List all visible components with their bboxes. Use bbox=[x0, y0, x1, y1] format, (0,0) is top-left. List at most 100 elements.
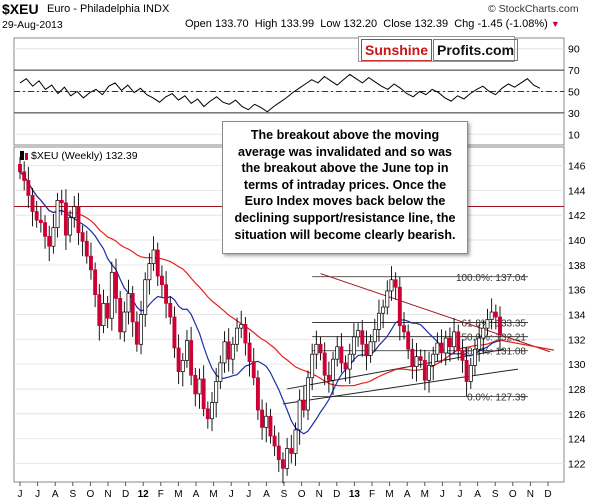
open-value: 133.70 bbox=[214, 18, 249, 30]
date: 29-Aug-2013 bbox=[2, 19, 63, 31]
price-tick-label: 128 bbox=[568, 384, 586, 396]
candle-body bbox=[189, 340, 194, 376]
candle-body bbox=[460, 350, 465, 361]
candle-body bbox=[30, 195, 35, 212]
candle-body bbox=[410, 348, 415, 367]
rsi-tick-label: 90 bbox=[568, 44, 580, 56]
x-month-label: A bbox=[404, 489, 411, 500]
candle-body bbox=[134, 321, 139, 345]
candle-body bbox=[385, 290, 390, 308]
candle-body bbox=[214, 381, 219, 403]
x-month-label: A bbox=[52, 489, 59, 500]
candle-body bbox=[498, 316, 502, 335]
rsi-tick-label: 30 bbox=[568, 108, 580, 120]
candle-body bbox=[201, 378, 206, 410]
price-tick-label: 132 bbox=[568, 334, 586, 346]
x-month-label: M bbox=[209, 489, 217, 500]
x-month-label: A bbox=[474, 489, 481, 500]
candle-body bbox=[22, 171, 27, 181]
candle-body bbox=[84, 240, 89, 257]
candle-body bbox=[93, 269, 98, 295]
candle-body bbox=[172, 316, 177, 349]
x-month-label: N bbox=[104, 489, 111, 500]
candle-body bbox=[331, 358, 335, 381]
candle-body bbox=[289, 448, 294, 454]
x-month-label: N bbox=[316, 489, 323, 500]
candle-body bbox=[406, 331, 411, 350]
candle-body bbox=[43, 222, 47, 237]
price-tick-label: 140 bbox=[568, 235, 586, 247]
candle-body bbox=[402, 325, 406, 333]
candle-body bbox=[343, 362, 348, 370]
fibonacci-label: 38.2%: 131.08 bbox=[462, 347, 527, 358]
candle-body bbox=[97, 294, 102, 327]
candle-body bbox=[493, 311, 498, 318]
candle-body bbox=[26, 180, 31, 196]
candle-body bbox=[118, 298, 123, 333]
candle-body bbox=[297, 399, 302, 431]
candle-body bbox=[360, 330, 365, 345]
x-month-label: S bbox=[281, 489, 288, 500]
candle-body bbox=[481, 327, 486, 339]
candle-body bbox=[185, 340, 189, 361]
candle-body bbox=[431, 353, 436, 366]
ohlc-readout: Open 133.70 High 133.99 Low 132.20 Close… bbox=[185, 18, 560, 30]
candle-body bbox=[468, 365, 473, 382]
candle-body bbox=[389, 279, 394, 292]
fibonacci-label: 50.0%: 132.21 bbox=[462, 333, 527, 344]
declining-resistance-line bbox=[320, 273, 551, 353]
candle-body bbox=[155, 249, 160, 277]
candle-body bbox=[210, 402, 214, 420]
x-month-label: J bbox=[246, 489, 251, 500]
close-value: 132.39 bbox=[414, 18, 449, 30]
candle-body bbox=[230, 343, 235, 360]
candle-body bbox=[176, 347, 181, 372]
x-month-label: A bbox=[193, 489, 200, 500]
candle-body bbox=[38, 219, 43, 224]
candle-body bbox=[164, 284, 169, 304]
logo-part-profits: Profits.com bbox=[433, 39, 519, 61]
price-tick-labels: 122 124 126 128 130 132 134 136 138 140 142 144 146 bbox=[568, 161, 586, 471]
low-value: 132.20 bbox=[343, 18, 378, 30]
rsi-tick-label: 50 bbox=[568, 87, 580, 99]
x-month-label: J bbox=[18, 489, 23, 500]
candle-body bbox=[477, 337, 482, 350]
candle-body bbox=[180, 360, 185, 372]
candle-body bbox=[68, 217, 73, 236]
candle-body bbox=[393, 279, 398, 288]
candle-body bbox=[126, 293, 131, 313]
candle-body bbox=[464, 360, 469, 382]
candle-body bbox=[447, 337, 452, 348]
candle-body bbox=[368, 341, 373, 356]
candle-body bbox=[159, 275, 164, 286]
rsi-grid bbox=[14, 48, 564, 135]
price-tick-label: 138 bbox=[568, 260, 586, 272]
candle-body bbox=[268, 415, 273, 437]
candle-body bbox=[239, 324, 244, 329]
candle-body bbox=[272, 435, 277, 447]
candle-body bbox=[314, 343, 319, 355]
candle-body bbox=[76, 206, 81, 233]
high-value: 133.99 bbox=[280, 18, 315, 30]
x-month-label: F bbox=[369, 489, 375, 500]
fibonacci-label: 61.8%: 133.35 bbox=[462, 319, 527, 330]
candle-body bbox=[139, 314, 143, 345]
candle-body bbox=[51, 227, 56, 247]
candle-body bbox=[247, 342, 252, 362]
candle-body bbox=[205, 408, 210, 420]
x-month-label: O bbox=[298, 489, 306, 500]
candle-body bbox=[439, 342, 444, 354]
candle-body bbox=[63, 202, 68, 236]
fibonacci-label: 100.0%: 137.04 bbox=[456, 273, 526, 284]
candle-body bbox=[105, 302, 110, 319]
candle-body bbox=[347, 353, 352, 370]
candle-body bbox=[372, 329, 377, 343]
candle-body bbox=[335, 346, 340, 360]
x-month-label: O bbox=[509, 489, 517, 500]
candle-body bbox=[377, 312, 381, 330]
rsi-line bbox=[19, 73, 541, 113]
candle-body bbox=[218, 362, 223, 382]
x-month-label: O bbox=[87, 489, 95, 500]
candle-body bbox=[276, 445, 281, 461]
